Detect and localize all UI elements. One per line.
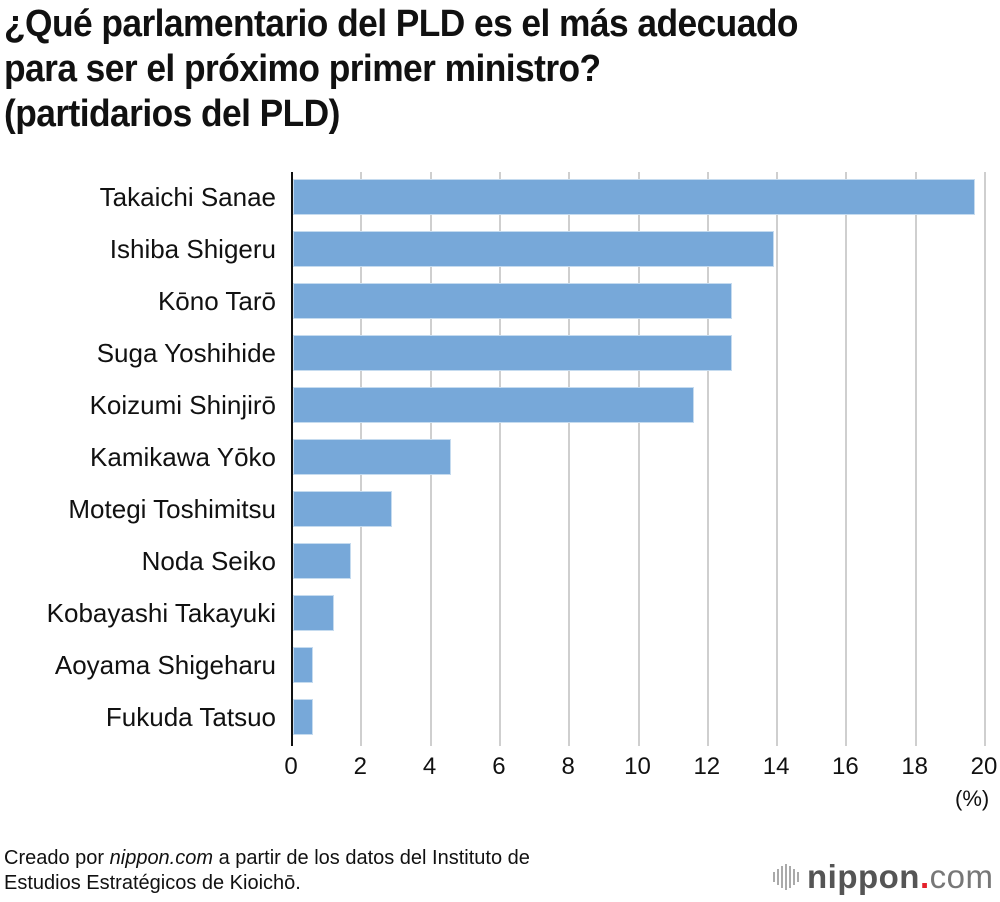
category-label: Kobayashi Takayuki [46,598,276,628]
gridline [568,172,571,746]
title-line-1: ¿Qué parlamentario del PLD es el más ade… [4,3,798,45]
category-label: Suga Yoshihide [96,338,276,368]
nippon-logo: nippon.com [773,860,993,894]
x-tick-label: 18 [901,753,929,780]
source-site: nippon.com [109,847,214,869]
title-line-3: (partidarios del PLD) [4,93,340,135]
chart-title: ¿Qué parlamentario del PLD es el más ade… [4,2,925,137]
category-label: Aoyama Shigeharu [54,650,276,680]
gridline [914,172,917,746]
category-label: Ishiba Shigeru [109,234,276,264]
category-label: Motegi Toshimitsu [68,494,276,524]
bar [293,491,393,527]
x-tick-label: 8 [561,753,575,780]
category-label: Takaichi Sanae [99,182,276,212]
logo-bars-icon [773,864,799,890]
gridline [776,172,779,746]
x-tick-label: 20 [970,753,998,780]
bar [293,387,694,423]
y-axis-line [291,172,293,746]
logo-text: nippon.com [807,858,994,895]
x-tick-label: 6 [492,753,506,780]
bar [293,179,975,215]
bar [293,439,452,475]
category-label: Kōno Tarō [157,286,276,316]
gridline [706,172,709,746]
category-label: Noda Seiko [141,546,276,576]
category-label: Koizumi Shinjirō [89,390,276,420]
bar [293,595,334,631]
bar [293,647,313,683]
bar [293,543,351,579]
x-tick-label: 12 [693,753,721,780]
gridline [845,172,848,746]
gridline [984,172,986,746]
source-note: Creado por nippon.com a partir de los da… [4,847,530,894]
x-tick-label: 10 [624,753,651,780]
bar [293,699,313,735]
x-tick-label: 16 [832,753,859,780]
x-axis-unit: (%) [955,786,990,811]
category-label: Kamikawa Yōko [90,442,276,472]
plot-area [291,172,1000,746]
bar [293,283,733,319]
x-tick-label: 0 [284,753,298,780]
x-tick-label: 14 [762,753,790,780]
title-line-2: para ser el próximo primer ministro? [4,48,601,90]
gridline [637,172,640,746]
x-tick-label: 4 [422,753,437,780]
x-tick-label: 2 [353,753,367,780]
gridline [498,172,501,746]
bar [293,335,733,371]
bar [293,231,774,267]
category-label: Fukuda Tatsuo [105,702,276,732]
